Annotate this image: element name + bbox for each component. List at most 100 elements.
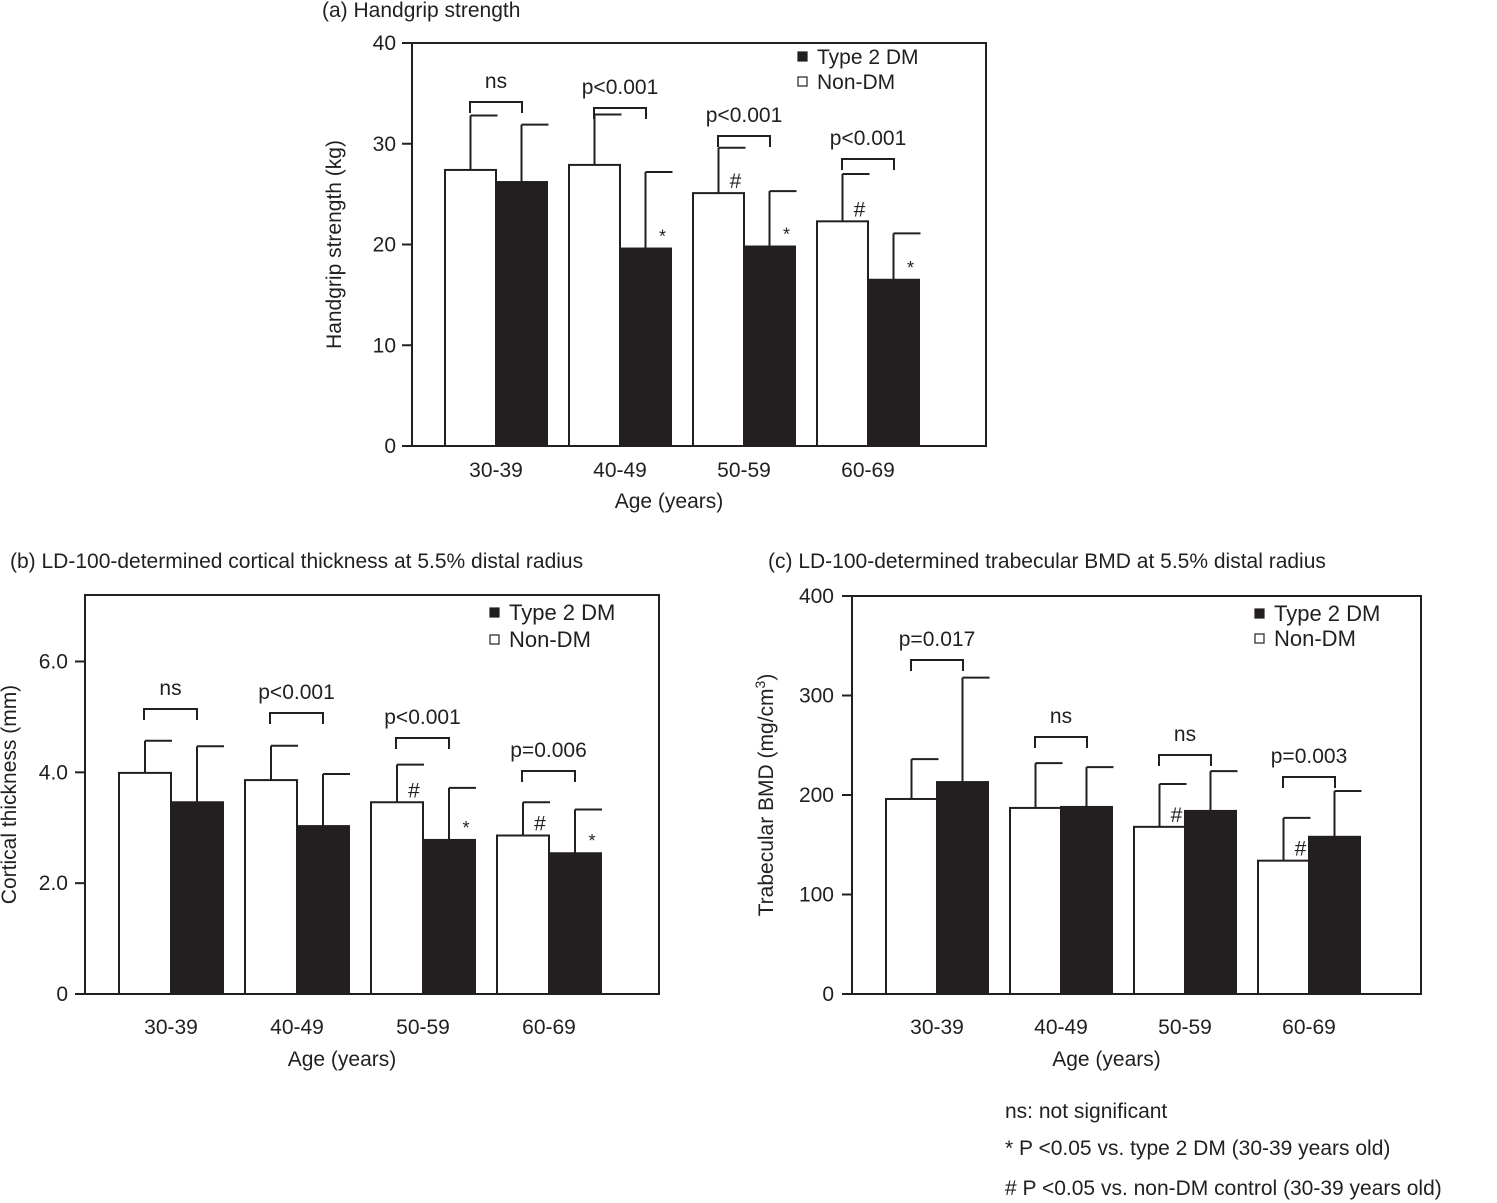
category-label: 60-69	[841, 459, 895, 482]
y-axis-label-main: Handgrip strength (kg)	[323, 140, 346, 349]
comparison-bracket	[1282, 776, 1336, 788]
bar-type2dm-40-49	[1060, 805, 1113, 995]
significance-star: *	[783, 225, 790, 245]
bar-type2dm-60-69	[1308, 835, 1361, 995]
y-axis-label: Handgrip strength (kg)	[323, 140, 346, 349]
category-label: 50-59	[396, 1016, 450, 1039]
y-axis-label-main: Trabecular BMD (mg/cm	[755, 688, 778, 916]
legend-label: Non-DM	[817, 71, 895, 94]
comparison-label: p<0.001	[258, 681, 335, 704]
bar-type2dm-60-69	[867, 278, 920, 448]
y-tick-label: 400	[799, 585, 834, 608]
category-label: 40-49	[270, 1016, 324, 1039]
bar-nondm-60-69	[1257, 859, 1310, 995]
bar-nondm-50-59	[370, 801, 424, 996]
footnote-star: * P <0.05 vs. type 2 DM (30-39 years old…	[1005, 1137, 1391, 1160]
category-label: 40-49	[1034, 1016, 1088, 1039]
comparison-label: p<0.001	[384, 706, 461, 729]
significance-hash: #	[730, 170, 742, 193]
bar-nondm-50-59	[1133, 825, 1186, 996]
x-axis-label: Age (years)	[288, 1048, 397, 1071]
y-tick-label: 30	[373, 133, 396, 156]
category-label: 30-39	[910, 1016, 964, 1039]
comparison-bracket	[593, 107, 647, 119]
y-tick-label: 0	[822, 983, 834, 1006]
legend-swatch-type2dm	[489, 607, 500, 618]
bar-type2dm-30-39	[495, 181, 548, 447]
y-tick-label: 2.0	[39, 872, 68, 895]
category-label: 60-69	[522, 1016, 576, 1039]
comparison-label: ns	[1050, 705, 1072, 728]
comparison-label: p=0.006	[510, 739, 587, 762]
y-tick-label: 200	[799, 784, 834, 807]
y-tick-label: 0	[384, 435, 396, 458]
comparison-bracket	[1034, 736, 1088, 748]
bar-nondm-30-39	[118, 771, 172, 996]
y-tick-label: 6.0	[39, 651, 68, 674]
legend-swatch-type2dm	[1254, 608, 1265, 619]
bar-nondm-60-69	[496, 834, 550, 996]
bar-nondm-30-39	[444, 168, 497, 447]
significance-hash: #	[534, 813, 546, 836]
category-label: 60-69	[1282, 1016, 1336, 1039]
comparison-bracket	[143, 708, 198, 720]
category-label: 30-39	[469, 459, 523, 482]
significance-hash: #	[1295, 838, 1307, 861]
chart-title: (c) LD-100-determined trabecular BMD at …	[768, 550, 1326, 573]
legend-swatch-nondm	[1254, 633, 1265, 644]
chart-c: (c) LD-100-determined trabecular BMD at …	[752, 550, 1422, 1071]
comparison-bracket	[395, 737, 450, 749]
category-label: 40-49	[593, 459, 647, 482]
category-label: 30-39	[144, 1016, 198, 1039]
legend-swatch-nondm	[489, 634, 500, 645]
significance-star: *	[907, 258, 914, 278]
y-tick-label: 10	[373, 334, 396, 357]
comparison-bracket	[717, 135, 771, 147]
category-label: 50-59	[1158, 1016, 1212, 1039]
significance-hash: #	[854, 198, 866, 221]
y-axis-label-main: Cortical thickness (mm)	[0, 685, 21, 904]
bar-nondm-40-49	[568, 163, 621, 447]
comparison-label: p<0.001	[582, 76, 659, 99]
x-axis-label: Age (years)	[615, 490, 724, 513]
comparison-bracket	[269, 712, 324, 724]
legend-label: Type 2 DM	[509, 600, 615, 625]
legend-label: Non-DM	[1274, 626, 1356, 651]
y-tick-label: 0	[56, 983, 68, 1006]
bar-type2dm-40-49	[619, 247, 672, 447]
chart-b: (b) LD-100-determined cortical thickness…	[0, 550, 660, 1071]
y-axis-label-end: )	[755, 674, 778, 681]
footnote-hash: # P <0.05 vs. non-DM control (30-39 year…	[1005, 1177, 1442, 1200]
y-tick-label: 20	[373, 234, 396, 257]
category-label: 50-59	[717, 459, 771, 482]
legend-swatch-nondm	[797, 76, 808, 87]
bar-type2dm-50-59	[422, 838, 476, 995]
comparison-bracket	[841, 158, 895, 170]
chart-a: (a) Handgrip strength 0 10 20 30 40 Handgrip s…	[322, 0, 987, 513]
bar-nondm-50-59	[692, 192, 745, 447]
y-tick-label: 100	[799, 884, 834, 907]
comparison-label: p<0.001	[706, 104, 783, 127]
comparison-label: p=0.017	[899, 628, 976, 651]
y-tick-label: 40	[373, 32, 396, 55]
x-axis-label: Age (years)	[1052, 1048, 1161, 1071]
significance-star: *	[659, 227, 666, 247]
significance-hash: #	[1171, 804, 1183, 827]
comparison-label: p=0.003	[1271, 745, 1348, 768]
comparison-bracket	[521, 770, 576, 782]
bar-nondm-60-69	[816, 220, 869, 447]
comparison-label: ns	[1174, 723, 1196, 746]
comparison-bracket	[910, 659, 964, 671]
y-tick-label: 4.0	[39, 761, 68, 784]
comparison-label: p<0.001	[830, 127, 907, 150]
bar-type2dm-60-69	[548, 852, 602, 995]
comparison-label: ns	[159, 677, 181, 700]
comparison-bracket	[469, 101, 523, 113]
y-axis-label: Trabecular BMD (mg/cm3)	[752, 674, 778, 917]
bar-nondm-40-49	[1009, 806, 1062, 995]
y-axis-label: Cortical thickness (mm)	[0, 685, 21, 904]
bar-type2dm-40-49	[296, 825, 350, 996]
bar-nondm-30-39	[885, 797, 938, 995]
